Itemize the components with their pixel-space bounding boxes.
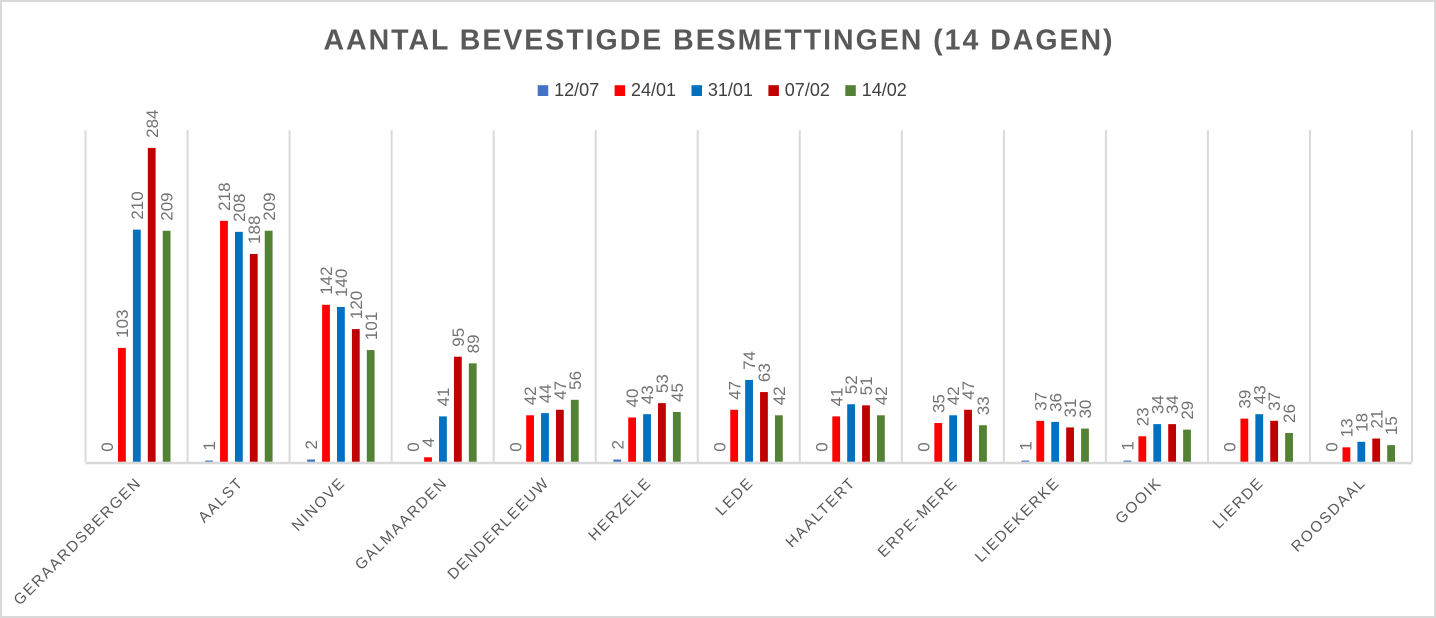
svg-text:36: 36 [1046,393,1065,412]
svg-text:35: 35 [929,394,948,413]
svg-text:41: 41 [434,387,453,406]
svg-text:12/07: 12/07 [554,80,599,100]
svg-text:2: 2 [608,440,627,449]
svg-text:0: 0 [812,442,831,451]
svg-text:284: 284 [143,110,162,138]
svg-text:142: 142 [317,266,336,294]
svg-text:1: 1 [200,441,219,450]
svg-text:47: 47 [551,381,570,400]
svg-text:140: 140 [332,269,351,297]
svg-text:26: 26 [1280,404,1299,423]
svg-text:29: 29 [1178,401,1197,420]
svg-text:120: 120 [347,291,366,319]
svg-text:45: 45 [668,383,687,402]
svg-text:42: 42 [770,386,789,405]
svg-text:209: 209 [158,192,177,220]
svg-text:15: 15 [1382,416,1401,435]
svg-text:47: 47 [725,381,744,400]
svg-text:42: 42 [944,386,963,405]
svg-text:07/02: 07/02 [785,80,830,100]
svg-text:53: 53 [653,374,672,393]
svg-text:1: 1 [1016,441,1035,450]
svg-text:18: 18 [1352,413,1371,432]
svg-text:103: 103 [113,310,132,338]
svg-text:24/01: 24/01 [631,80,676,100]
svg-text:209: 209 [260,192,279,220]
svg-text:210: 210 [128,191,147,219]
svg-text:56: 56 [566,371,585,390]
svg-text:0: 0 [506,442,525,451]
svg-text:95: 95 [449,328,468,347]
svg-text:218: 218 [215,182,234,210]
svg-text:0: 0 [1323,442,1342,451]
svg-text:40: 40 [623,389,642,408]
svg-text:23: 23 [1133,407,1152,426]
svg-text:208: 208 [230,193,249,221]
svg-text:0: 0 [404,442,423,451]
svg-text:1: 1 [1119,441,1138,450]
svg-text:42: 42 [872,386,891,405]
svg-text:31/01: 31/01 [708,80,753,100]
svg-text:34: 34 [1148,395,1167,414]
svg-text:0: 0 [710,442,729,451]
svg-text:52: 52 [842,375,861,394]
svg-text:AANTAL BEVESTIGDE BESMETTINGEN: AANTAL BEVESTIGDE BESMETTINGEN (14 DAGEN… [324,25,1113,57]
svg-text:4: 4 [419,438,438,447]
svg-text:2: 2 [302,440,321,449]
svg-text:14/02: 14/02 [862,80,907,100]
svg-text:39: 39 [1235,390,1254,409]
svg-text:13: 13 [1338,418,1357,437]
svg-text:41: 41 [827,387,846,406]
svg-text:44: 44 [536,384,555,403]
svg-text:34: 34 [1163,395,1182,414]
svg-text:21: 21 [1367,410,1386,429]
svg-text:89: 89 [464,334,483,353]
svg-text:37: 37 [1265,392,1284,411]
svg-text:33: 33 [974,396,993,415]
svg-text:30: 30 [1076,400,1095,419]
svg-text:51: 51 [857,376,876,395]
svg-text:0: 0 [98,442,117,451]
svg-text:74: 74 [740,351,759,370]
svg-text:188: 188 [245,216,264,244]
svg-text:0: 0 [914,442,933,451]
svg-text:63: 63 [755,363,774,382]
svg-text:37: 37 [1031,392,1050,411]
svg-text:47: 47 [959,381,978,400]
svg-text:42: 42 [521,386,540,405]
svg-text:31: 31 [1061,399,1080,418]
svg-text:43: 43 [638,385,657,404]
svg-text:101: 101 [362,312,381,340]
svg-text:43: 43 [1250,385,1269,404]
svg-text:0: 0 [1221,442,1240,451]
